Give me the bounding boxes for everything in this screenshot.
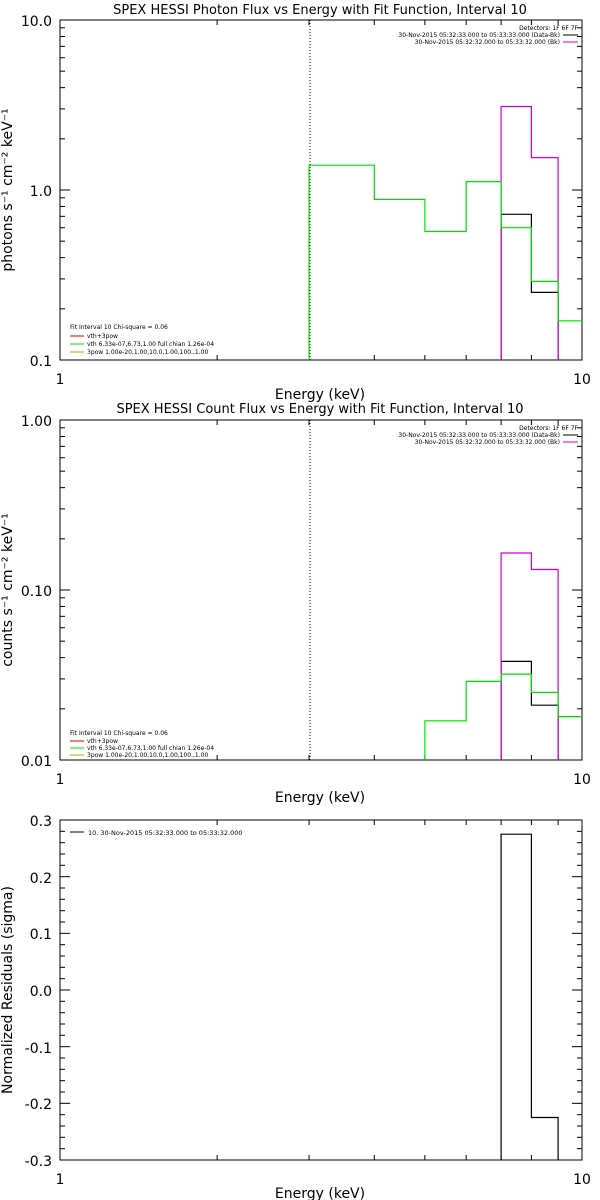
panel2-legend-bk: 30-Nov-2015 05:32:32.000 to 05:33:32.000… (415, 439, 560, 446)
panel2-title: SPEX HESSI Count Flux vs Energy with Fit… (116, 402, 523, 417)
panel2-xtick-1: 1 (56, 772, 65, 788)
panel3-ylabel: Normalized Residuals (sigma) (0, 886, 16, 1094)
panel1-legend-bk: 30-Nov-2015 05:32:32.000 to 05:33:32.000… (415, 39, 560, 46)
panel-photon-flux: SPEX HESSI Photon Flux vs Energy with Fi… (0, 3, 591, 403)
panel3-ytick-neg0.3: -0.3 (25, 1154, 52, 1170)
panel3-ytick-0.1: 0.1 (30, 927, 52, 943)
panel1-legend-databk: 30-Nov-2015 05:32:33.000 to 05:33:33.000… (398, 32, 560, 39)
panel3-frame (59, 819, 583, 1161)
panel2-ytick-0.1: 0.10 (21, 584, 52, 600)
panel1-series-data-bk (500, 213, 559, 360)
panel2-legend-3pow: 3pow 1.00e-20,1.00,10.0,1.00,100.,1.00 (87, 752, 208, 759)
panel1-legend-fit: Fit Interval 10 Chi-square = 0.06 (70, 324, 168, 331)
panel-count-flux: SPEX HESSI Count Flux vs Energy with Fit… (0, 402, 591, 806)
panel3-xlabel: Energy (keV) (275, 1186, 365, 1200)
panel2-series-vth (424, 673, 582, 760)
panel1-legend-vth: vth 6.33e-07,6.73,1.00 full chian 1.26e-… (87, 341, 214, 348)
panel2-ylabel: counts s⁻¹ cm⁻² keV⁻¹ (0, 513, 16, 667)
panel1-xtick-10: 10 (573, 372, 591, 388)
panel2-legend-fit: Fit Interval 10 Chi-square = 0.06 (70, 730, 168, 737)
panel1-xlabel: Energy (keV) (275, 387, 365, 403)
panel1-ytick-10: 10.0 (21, 14, 52, 30)
panel3-series-10-30-nov-2015-05-32-33-000-to-05-33-32-000 (500, 833, 559, 1160)
panel3-ticks (60, 819, 582, 1161)
panel2-legend-vth: vth 6.33e-07,6.73,1.00 full chian 1.26e-… (87, 745, 214, 752)
panel2-legend-databk: 30-Nov-2015 05:32:33.000 to 05:33:33.000… (398, 432, 560, 439)
panel2-legend-detectors: Detectors: 1F 6F 7F (519, 425, 578, 432)
panel2-ticks (60, 419, 582, 761)
panel2-series (424, 552, 582, 760)
panel2-frame (59, 419, 583, 761)
panel2-xlabel: Energy (keV) (275, 790, 365, 806)
panel1-frame (59, 19, 583, 361)
panel2-ytick-1: 1.00 (21, 414, 52, 430)
panel3-legend: 10. 30-Nov-2015 05:32:33.000 to 05:33:32… (88, 829, 242, 837)
panel1-legend-detectors: Detectors: 1F 6F 7F (519, 25, 578, 32)
panel2-ytick-0.01: 0.01 (21, 754, 52, 770)
panel2-series-data-bk (500, 660, 559, 760)
panel3-ytick-0.3: 0.3 (30, 814, 52, 830)
panel2-xtick-10: 10 (573, 772, 591, 788)
panel1-xtick-1: 1 (56, 372, 65, 388)
panel1-series (308, 105, 582, 360)
panel1-ylabel: photons s⁻¹ cm⁻² keV⁻¹ (0, 108, 16, 271)
panel1-series-vth (308, 164, 582, 360)
panel-residuals: 0.3 0.2 0.1 0.0 -0.1 -0.2 -0.3 1 10 Ener… (0, 814, 591, 1200)
panel3-xtick-1: 1 (56, 1172, 65, 1188)
panel1-legend-3pow: 3pow 1.00e-20,1.00,10.0,1.00,100.,1.00 (87, 349, 208, 356)
panel3-ytick-0.2: 0.2 (30, 871, 52, 887)
panel1-series-bk (500, 105, 559, 360)
panel3-series (500, 833, 559, 1160)
panel2-series-bk (500, 552, 559, 760)
panel1-ytick-1: 1.0 (30, 184, 52, 200)
panel2-legend-vth3pow: vth+3pow (87, 738, 118, 745)
panel1-legend-vth3pow: vth+3pow (87, 333, 118, 340)
panel3-ytick-neg0.2: -0.2 (25, 1097, 52, 1113)
panel1-ytick-0.1: 0.1 (30, 354, 52, 370)
panel3-ytick-neg0.1: -0.1 (25, 1041, 52, 1057)
panel1-ticks (60, 19, 582, 361)
panel3-xtick-10: 10 (573, 1172, 591, 1188)
panel3-ytick-0.0: 0.0 (30, 984, 52, 1000)
panel1-title: SPEX HESSI Photon Flux vs Energy with Fi… (113, 3, 527, 18)
